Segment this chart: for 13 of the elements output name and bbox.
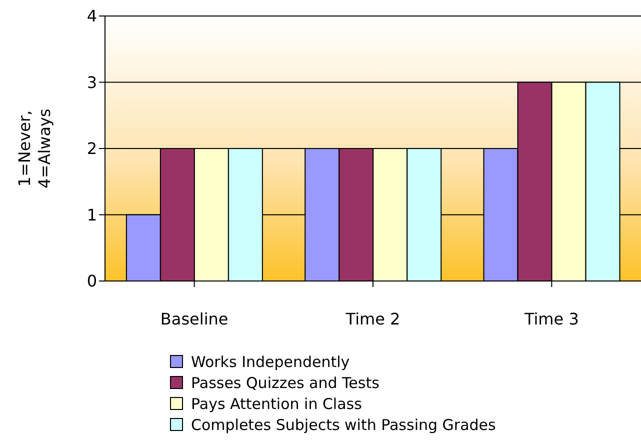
legend-label: Pays Attention in Class: [191, 394, 362, 412]
y-tick-label: 4: [86, 6, 97, 26]
y-axis-title: 1=Never, 4=Always: [15, 108, 54, 188]
legend-label: Works Independently: [191, 352, 350, 370]
legend-label: Passes Quizzes and Tests: [191, 374, 380, 392]
y-tick-label: 0: [86, 272, 97, 291]
y-tick-label: 3: [86, 72, 97, 92]
x-tick-label: Baseline: [160, 309, 228, 328]
legend-label: Completes Subjects with Passing Grades: [191, 416, 496, 434]
x-tick-label: Time 2: [344, 309, 400, 328]
x-tick-label: Time 3: [523, 309, 579, 328]
y-tick-label: 2: [86, 139, 97, 158]
y-tick-label: 1: [86, 205, 97, 224]
